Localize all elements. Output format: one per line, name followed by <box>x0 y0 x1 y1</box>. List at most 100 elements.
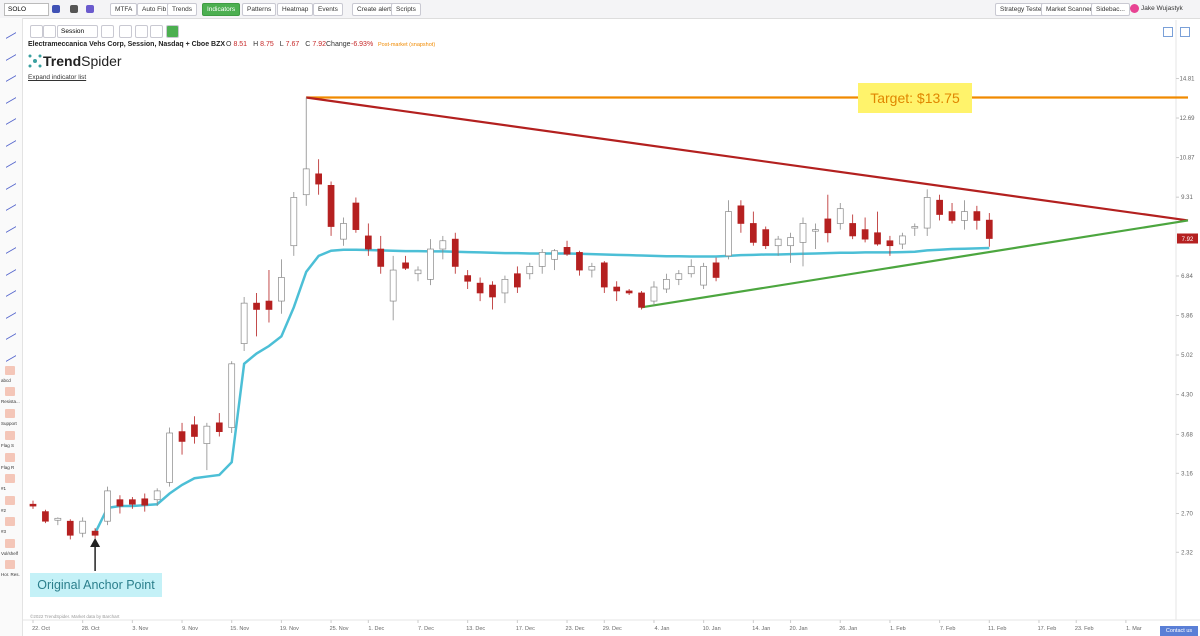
tool-icon[interactable] <box>6 109 16 125</box>
x-tick-label: 20. Jan <box>790 626 808 632</box>
toolbar-button[interactable]: Indicators <box>202 3 241 16</box>
tool-label[interactable]: Flag R <box>1 465 15 470</box>
chart-tool-button[interactable] <box>30 25 43 38</box>
toolbar-icon[interactable] <box>52 5 60 13</box>
window-icon[interactable] <box>1180 27 1190 37</box>
ohlc-label: O <box>226 41 232 48</box>
tool-icon[interactable] <box>6 238 16 254</box>
candle-body <box>364 235 372 250</box>
tool-icon[interactable] <box>5 539 15 548</box>
session-select[interactable]: Session <box>57 25 98 38</box>
tool-label[interactable]: Support <box>1 421 17 426</box>
tool-icon[interactable] <box>6 23 16 39</box>
candle-body <box>749 223 757 243</box>
tool-label[interactable]: #2 <box>1 508 7 513</box>
tool-icon[interactable] <box>6 173 16 190</box>
toolbar-icon[interactable] <box>86 5 94 13</box>
toolbar-button[interactable]: Events <box>313 3 343 16</box>
chart-tool-button[interactable] <box>43 25 56 38</box>
tool-icon[interactable] <box>6 216 16 233</box>
expand-indicators[interactable]: Expand indicator list <box>28 74 87 81</box>
chart-tool-button[interactable] <box>150 25 163 38</box>
candle-body <box>588 266 596 271</box>
toolbar-button[interactable]: Create alert <box>352 3 396 16</box>
contact-button[interactable]: Contact us <box>1160 626 1198 636</box>
toolbar-button[interactable]: MTFA <box>110 3 138 16</box>
tool-label[interactable]: Hor. Res. <box>1 572 20 577</box>
candle-body <box>129 499 136 505</box>
window-icon[interactable] <box>1163 27 1173 37</box>
y-tick-label: 12.69 <box>1179 116 1195 122</box>
tool-icon[interactable] <box>6 195 16 211</box>
tool-label[interactable]: Resista... <box>1 399 20 404</box>
candle-body <box>538 252 546 267</box>
candle-body <box>29 503 37 507</box>
tool-icon[interactable] <box>6 302 16 319</box>
candle-body <box>265 300 273 310</box>
user-avatar[interactable] <box>1130 4 1139 13</box>
toolbar: SOLO Jake Wujastyk MTFA Auto Fib Trends Ind… <box>0 0 1200 19</box>
y-tick-label: 4.30 <box>1181 393 1193 399</box>
logo-icon <box>28 54 42 68</box>
y-tick-label: 3.68 <box>1181 432 1193 438</box>
candle-body <box>153 490 161 501</box>
toolbar-button[interactable]: Patterns <box>242 3 277 16</box>
candle-body <box>141 498 149 506</box>
y-tick-label: 5.86 <box>1181 313 1193 319</box>
tool-label[interactable]: Flag S <box>1 443 15 448</box>
tool-icon[interactable] <box>5 453 15 462</box>
candle-body <box>104 490 111 522</box>
toolbar-button[interactable]: Scripts <box>391 3 421 16</box>
chart-tool-button[interactable] <box>135 25 148 38</box>
symbol-input[interactable]: SOLO <box>4 3 49 16</box>
tool-label[interactable]: Vol/shelf <box>1 551 19 556</box>
x-tick-label: 10. Jan <box>703 626 721 632</box>
anchor-annotation: Original Anchor Point <box>30 573 162 597</box>
candle-body <box>849 223 857 237</box>
x-tick-label: 17. Dec <box>516 626 535 632</box>
ohlc: O 8.51 H 8.75 L 7.67 C 7.92 <box>226 41 332 48</box>
tool-icon[interactable] <box>6 345 16 362</box>
y-tick-label: 5.02 <box>1181 353 1193 359</box>
tool-icon[interactable] <box>6 259 16 276</box>
x-tick-label: 11. Feb <box>988 626 1006 632</box>
tool-label[interactable]: #3 <box>1 529 7 534</box>
tool-icon[interactable] <box>5 474 15 483</box>
tool-icon[interactable] <box>6 324 16 340</box>
tool-icon[interactable] <box>5 387 15 396</box>
ohlc-item: H 8.75 <box>253 41 274 48</box>
tool-label[interactable]: abcd <box>1 378 11 383</box>
tool-icon[interactable] <box>6 281 16 297</box>
tool-icon[interactable] <box>6 44 16 61</box>
tool-icon[interactable] <box>6 66 16 82</box>
tool-icon[interactable] <box>5 517 15 526</box>
chart-tool-button[interactable] <box>166 25 179 38</box>
tool-label[interactable]: #1 <box>1 486 7 491</box>
toolbar-icon[interactable] <box>70 5 78 13</box>
tool-icon[interactable] <box>5 409 15 418</box>
chart-tool-button[interactable] <box>101 25 114 38</box>
candle-body <box>228 363 236 428</box>
chart-tool-button[interactable] <box>119 25 132 38</box>
toolbar-button[interactable]: Trends <box>167 3 197 16</box>
tool-icon[interactable] <box>5 366 15 375</box>
candle-body <box>551 250 558 260</box>
tool-icon[interactable] <box>5 431 15 440</box>
tool-icon[interactable] <box>6 87 16 104</box>
toolbar-button[interactable]: Heatmap <box>277 3 314 16</box>
candle-body <box>178 431 186 442</box>
toolbar-button[interactable]: Sidebac... <box>1091 3 1130 16</box>
tool-icon[interactable] <box>6 152 16 168</box>
tool-icon[interactable] <box>5 496 15 505</box>
candle-body <box>66 520 74 536</box>
y-tick-label: 14.81 <box>1179 77 1195 83</box>
candle-body <box>985 219 993 239</box>
user-name[interactable]: Jake Wujastyk <box>1141 5 1183 12</box>
toolbar-button[interactable]: Market Scanner <box>1041 3 1097 16</box>
candle-body <box>489 284 496 298</box>
tool-icon[interactable] <box>5 560 15 569</box>
candle-body <box>861 229 869 240</box>
tool-icon[interactable] <box>6 130 16 147</box>
x-tick-label: 1. Dec <box>368 626 384 632</box>
